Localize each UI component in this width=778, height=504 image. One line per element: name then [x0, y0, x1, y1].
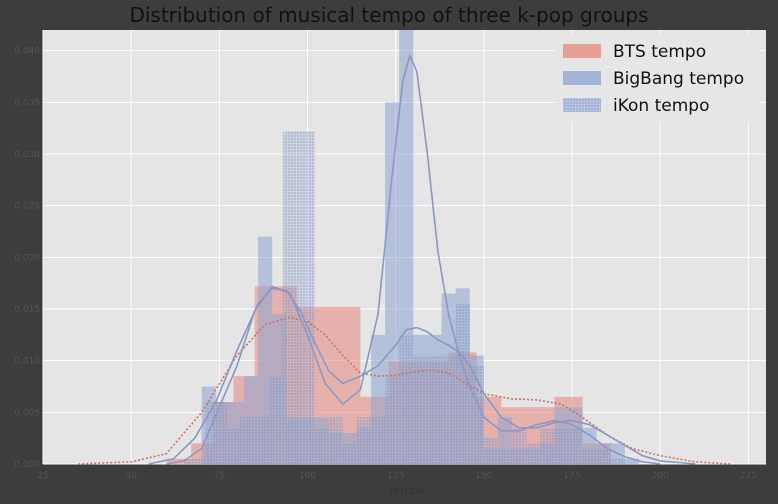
histogram-bar [385, 376, 400, 464]
y-tick-label: 0.040 [14, 47, 40, 57]
y-tick-label: 0.000 [14, 460, 40, 470]
histogram-bar [314, 427, 329, 464]
x-tick-label: 75 [214, 471, 225, 481]
x-tick-label: 200 [652, 471, 669, 481]
histogram-bar [385, 102, 400, 464]
histogram-bar [399, 334, 414, 464]
y-tick-label: 0.035 [14, 98, 40, 108]
kde-curves [78, 53, 731, 465]
x-tick-label: 225 [740, 471, 757, 481]
x-tick-label: 25 [37, 471, 48, 481]
histogram-bar [512, 427, 527, 464]
histogram-bar [328, 417, 343, 464]
series-bars-2 [184, 131, 625, 464]
legend-label: BigBang tempo [613, 69, 744, 89]
histogram-bar [554, 427, 569, 464]
histogram-bar [205, 402, 227, 464]
histogram-bar [282, 131, 315, 464]
histogram-bar [596, 448, 611, 464]
legend-label: iKon tempo [613, 96, 709, 116]
legend-label: BTS tempo [613, 42, 706, 62]
histogram-bar [540, 427, 555, 464]
legend-swatch [563, 98, 601, 112]
histogram-bar [342, 443, 357, 464]
histogram-bar [427, 355, 442, 464]
histogram-bar [268, 376, 283, 464]
y-tick-label: 0.010 [14, 357, 40, 367]
y-tick-label: 0.005 [14, 408, 40, 418]
y-tick-label: 0.015 [14, 305, 40, 315]
kde-line-0 [78, 316, 731, 465]
histogram-bar [240, 417, 255, 464]
histogram-bar [226, 427, 241, 464]
x-tick-label: 50 [125, 471, 137, 481]
x-axis-ticks: 25 50 75 100 125 150 175 200 225 [37, 471, 757, 481]
histogram-bar [413, 355, 428, 464]
y-axis-ticks: 0.000 0.005 0.010 0.015 0.020 0.025 0.030 0.035… [14, 47, 40, 470]
histogram-bar [582, 448, 597, 464]
histogram-bar [610, 458, 625, 464]
legend-swatch [563, 71, 601, 85]
x-tick-label: 100 [299, 471, 316, 481]
histogram-bar [356, 417, 371, 464]
x-tick-label: 125 [387, 471, 404, 481]
histogram-bar [184, 458, 206, 464]
y-tick-label: 0.020 [14, 253, 40, 263]
histogram-bar [469, 365, 484, 464]
kde-line-2 [148, 287, 696, 465]
legend-swatch [563, 44, 601, 58]
histogram-bar [370, 417, 386, 464]
y-tick-label: 0.030 [14, 150, 40, 160]
histogram-bars [166, 30, 640, 464]
histogram-bar [568, 427, 583, 464]
chart-title: Distribution of musical tempo of three k… [129, 3, 649, 27]
histogram-bar [497, 448, 513, 464]
histogram-bar [483, 438, 498, 464]
histogram-bar [254, 417, 269, 464]
x-axis-label: tempo [389, 484, 425, 497]
histogram-bar [455, 303, 470, 464]
y-tick-label: 0.025 [14, 202, 40, 212]
x-tick-label: 150 [475, 471, 492, 481]
histogram-bar [624, 458, 640, 464]
x-tick-label: 175 [563, 471, 580, 481]
kde-line-1 [166, 53, 661, 465]
legend: BTS tempo BigBang tempo iKon tempo [555, 34, 760, 122]
histogram-bar [441, 355, 456, 464]
histogram-bar [526, 443, 541, 464]
